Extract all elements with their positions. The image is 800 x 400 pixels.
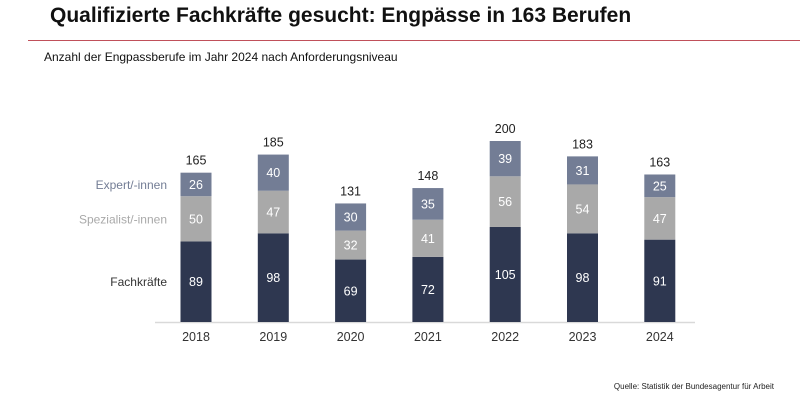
bar-segment: [412, 256, 444, 322]
data-label: 89: [189, 275, 203, 289]
data-label: 98: [266, 271, 280, 285]
data-label: 47: [653, 212, 667, 226]
bar-segment: [412, 188, 444, 220]
bar-segment: [489, 141, 521, 177]
legend-label: Expert/-innen: [96, 178, 167, 192]
bar-segment: [180, 196, 212, 242]
bar-segment: [489, 176, 521, 227]
x-tick-label: 2024: [646, 330, 674, 344]
bar-segment: [567, 233, 598, 322]
bar-segment: [335, 259, 367, 322]
bar-segment: [180, 241, 212, 322]
source-note: Quelle: Statistik der Bundesagentur für …: [613, 382, 774, 391]
page-title: Qualifizierte Fachkräfte gesucht: Engpäs…: [50, 4, 632, 27]
bar-segment: [180, 172, 212, 197]
data-label: 39: [498, 152, 512, 166]
data-label: 35: [421, 197, 435, 211]
data-label: 91: [653, 274, 667, 288]
bar-segment: [644, 174, 676, 198]
data-label: 47: [266, 206, 280, 220]
x-tick-label: 2021: [414, 330, 442, 344]
x-tick-label: 2022: [491, 330, 519, 344]
bar-segment: [567, 184, 598, 234]
chart-subtitle: Anzahl der Engpassberufe im Jahr 2024 na…: [44, 50, 398, 64]
data-label: 31: [576, 164, 590, 178]
bar-segment: [257, 154, 289, 191]
total-label: 148: [417, 169, 438, 183]
data-label: 30: [344, 211, 358, 225]
x-tick-label: 2018: [182, 330, 210, 344]
total-label: 183: [572, 137, 593, 151]
bar-segment: [644, 197, 676, 240]
title-divider: [28, 40, 800, 41]
data-label: 40: [266, 166, 280, 180]
data-label: 26: [189, 178, 203, 192]
bar-segment: [335, 203, 367, 231]
data-label: 25: [653, 179, 667, 193]
x-tick-label: 2019: [259, 330, 287, 344]
data-label: 41: [421, 232, 435, 246]
x-tick-label: 2023: [569, 330, 597, 344]
x-tick-label: 2020: [337, 330, 365, 344]
data-label: 50: [189, 212, 203, 226]
data-label: 69: [344, 284, 358, 298]
total-label: 131: [340, 184, 361, 198]
bar-segment: [335, 230, 367, 260]
data-label: 98: [576, 271, 590, 285]
bar-segment: [644, 239, 676, 322]
bar-segment: [257, 233, 289, 322]
bar-segment: [412, 219, 444, 257]
total-label: 185: [263, 136, 284, 150]
data-label: 105: [495, 268, 516, 282]
total-label: 200: [495, 122, 516, 136]
bar-segment: [257, 190, 289, 234]
data-label: 56: [498, 195, 512, 209]
total-label: 165: [186, 154, 207, 168]
data-label: 32: [344, 239, 358, 253]
data-label: 72: [421, 283, 435, 297]
legend-label: Fachkräfte: [110, 275, 167, 289]
legend-label: Spezialist/-innen: [79, 212, 167, 226]
data-label: 54: [576, 202, 590, 216]
bar-segment: [489, 226, 521, 322]
bar-segment: [567, 156, 598, 185]
total-label: 163: [649, 155, 670, 169]
